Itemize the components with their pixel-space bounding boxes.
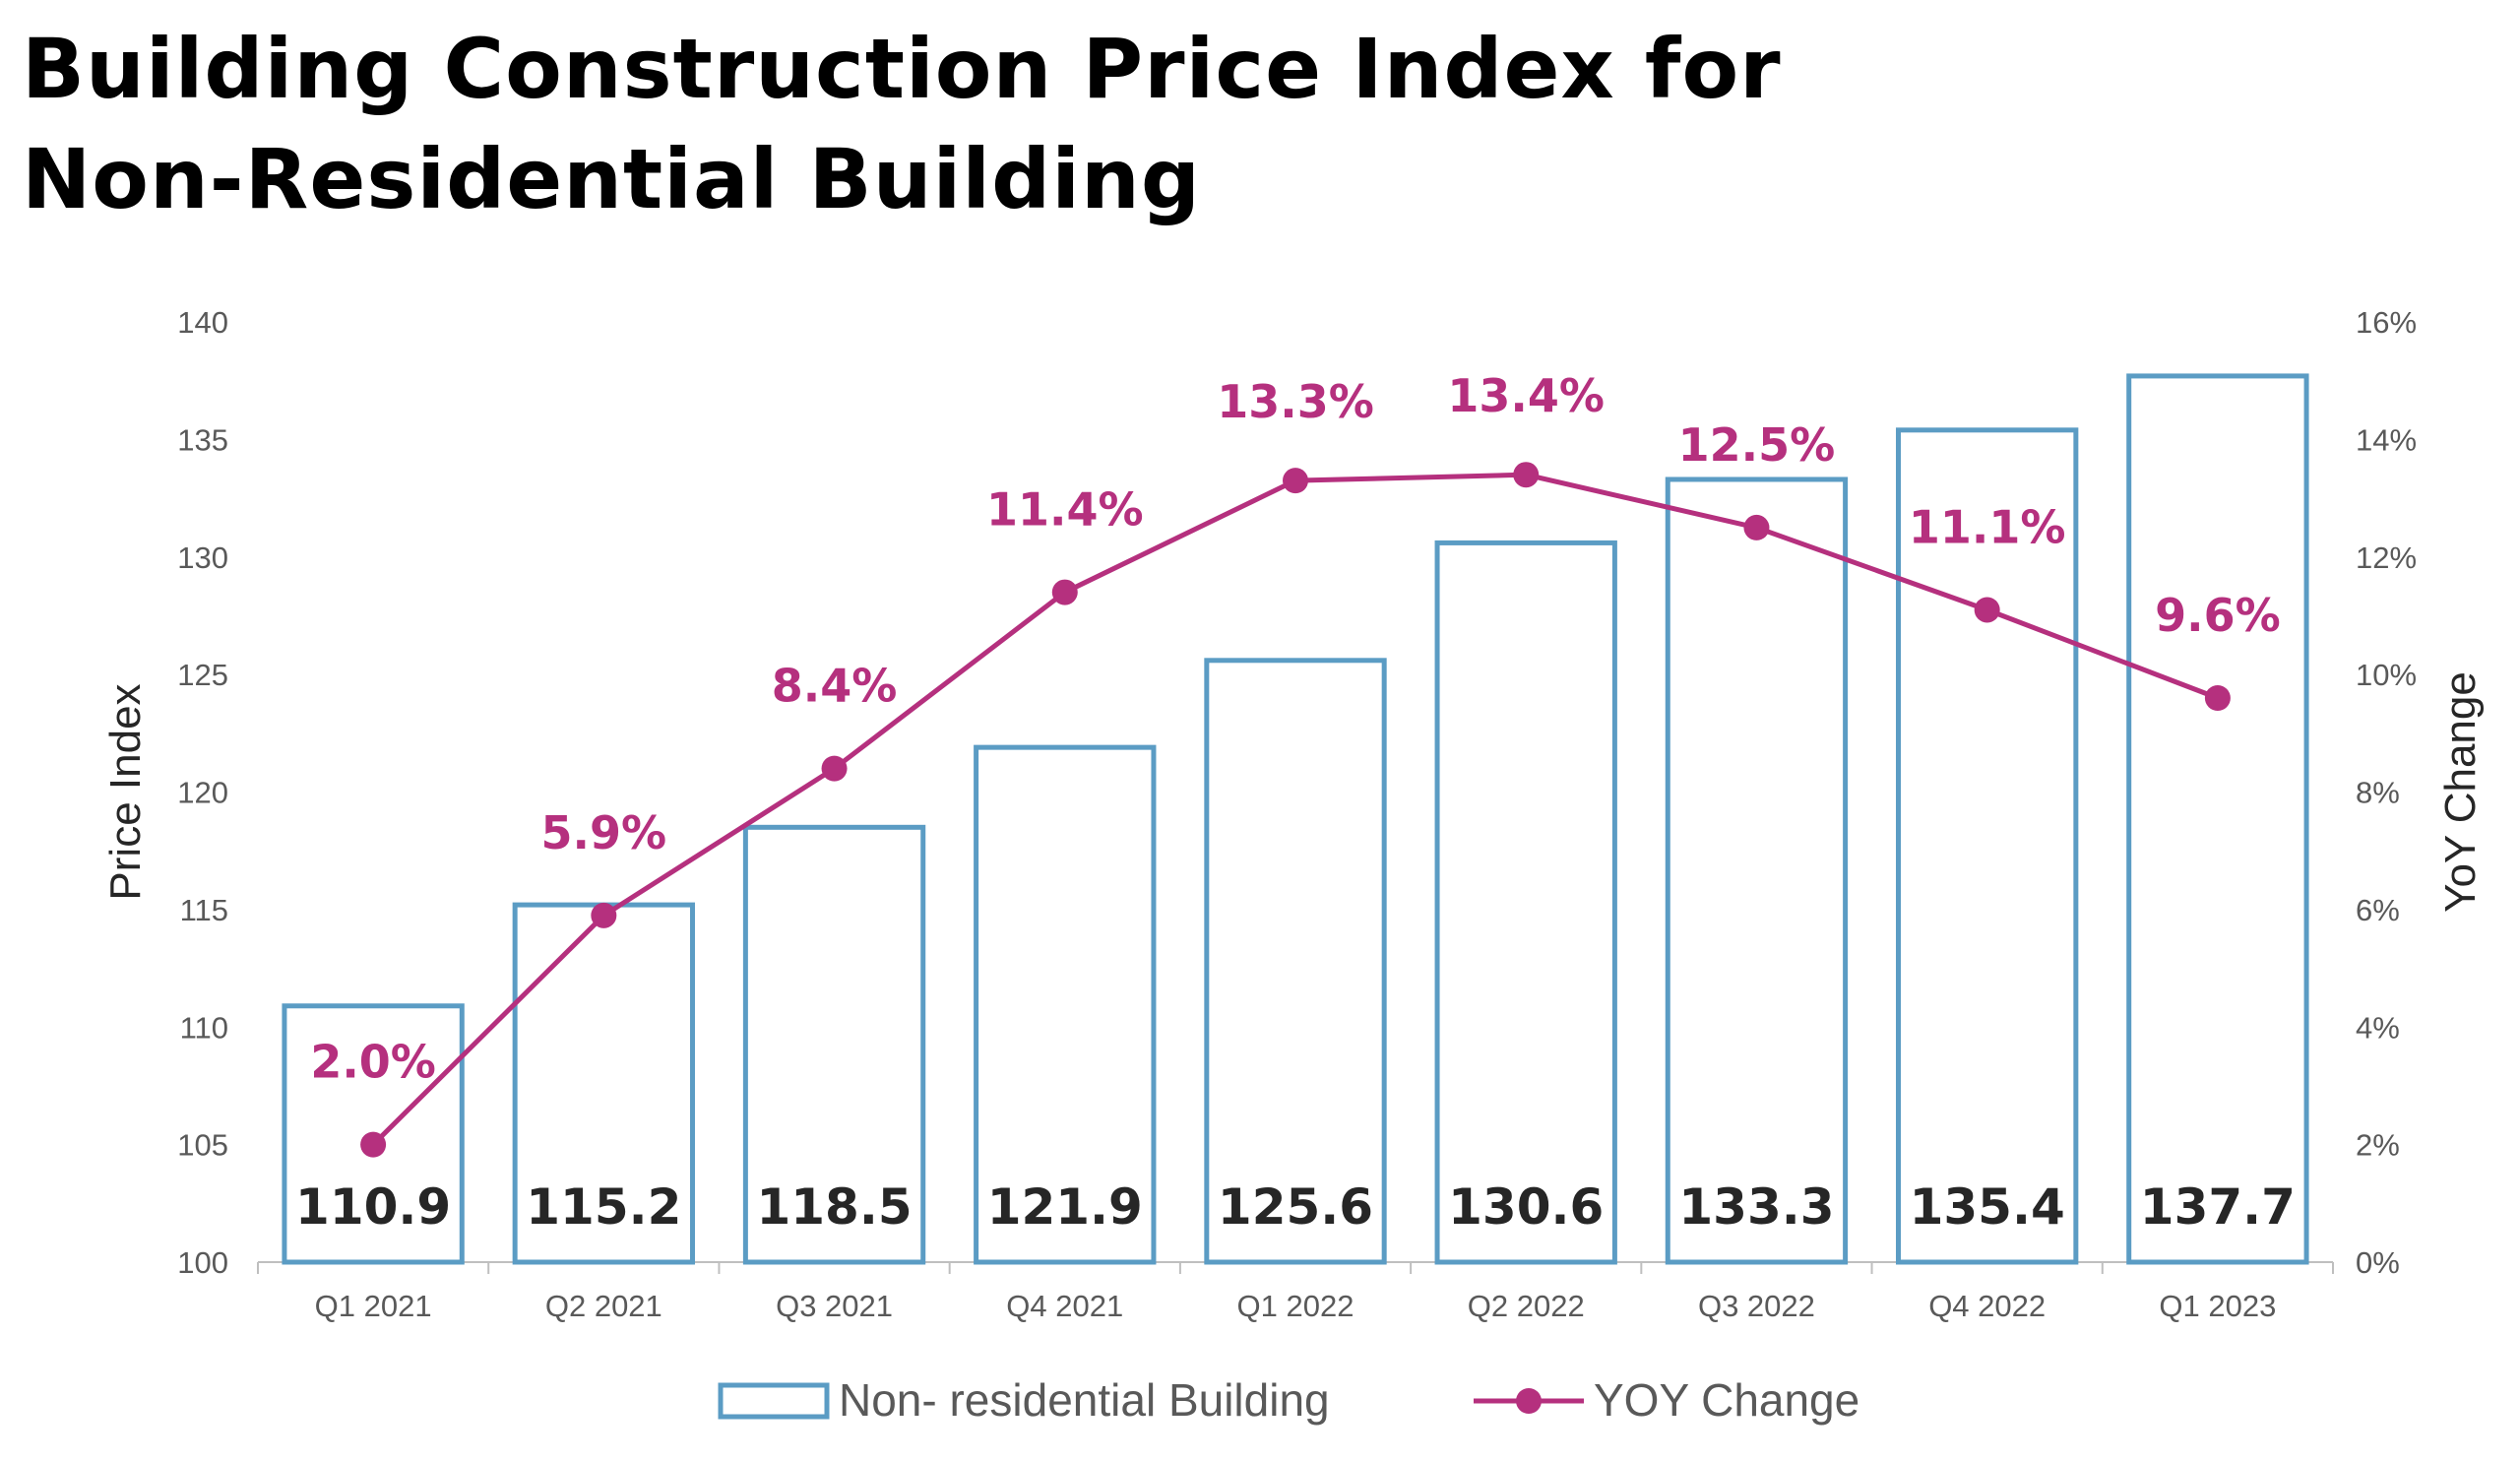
bar-series: 110.9 115.2 118.5 121.9 125.6 130.6 133.3 135.4…: [282, 373, 2309, 1265]
right-tick-label: 2%: [2356, 1128, 2400, 1163]
bar: [974, 744, 1157, 1265]
yoy-value-label: 13.4%: [1447, 369, 1605, 422]
bar: [1434, 540, 1617, 1265]
x-tick-label: Q3 2022: [1698, 1289, 1815, 1323]
left-tick-label: 140: [177, 305, 228, 340]
yoy-value-label: 2.0%: [310, 1036, 436, 1089]
left-tick-label: 115: [180, 893, 228, 927]
left-tick-label: 105: [177, 1128, 228, 1163]
yoy-point: [591, 902, 617, 928]
legend-bar-swatch: [718, 1382, 830, 1420]
bar-value-label: 110.9: [295, 1178, 451, 1236]
right-tick-label: 10%: [2356, 658, 2417, 692]
legend-bar-label: Non- residential Building: [839, 1374, 1330, 1426]
x-tick-label: Q1 2023: [2159, 1289, 2276, 1323]
bar-value-label: 125.6: [1218, 1178, 1373, 1236]
right-tick-label: 14%: [2356, 422, 2417, 457]
yoy-point: [1974, 597, 2000, 623]
bar: [742, 824, 926, 1265]
x-tick-label: Q2 2022: [1468, 1289, 1585, 1323]
yoy-value-label: 13.3%: [1217, 375, 1374, 428]
yoy-point: [360, 1131, 387, 1158]
yoy-value-label: 9.6%: [2155, 589, 2281, 642]
left-tick-label: 125: [177, 658, 228, 692]
yoy-line-series: 2.0% 5.9% 8.4% 11.4% 13.3% 13.4% 12.5% 11.1% 9.6…: [310, 369, 2281, 1158]
chart-title-line-2: Non-Residential Building: [22, 131, 1201, 227]
yoy-value-label: 11.4%: [986, 483, 1144, 537]
yoy-value-label: 5.9%: [541, 806, 667, 859]
left-tick-label: 110: [180, 1010, 228, 1045]
yoy-value-label: 8.4%: [772, 660, 898, 713]
right-axis-title: YoY Change: [2436, 671, 2485, 913]
yoy-point: [1513, 462, 1540, 488]
yoy-point: [821, 755, 848, 782]
bar-value-label: 135.4: [1910, 1178, 2065, 1236]
right-tick-label: 16%: [2356, 305, 2417, 340]
yoy-point: [1743, 514, 1770, 540]
bar-value-label: 121.9: [987, 1178, 1143, 1236]
right-tick-label: 8%: [2356, 776, 2400, 810]
left-y-axis: 100 105 110 115 120 125 130 135 140 Price Index: [101, 305, 228, 1280]
bar-value-label: 130.6: [1448, 1178, 1604, 1236]
bar: [1665, 476, 1849, 1265]
bar-value-label: 118.5: [756, 1178, 912, 1236]
x-axis: Q1 2021 Q2 2021 Q3 2021 Q4 2021 Q1 2022 Q2 20…: [257, 1261, 2334, 1323]
right-tick-label: 4%: [2356, 1010, 2400, 1045]
yoy-point: [1051, 579, 1078, 605]
legend: Non- residential Building YOY Change: [718, 1374, 1859, 1426]
left-tick-label: 120: [177, 776, 228, 810]
left-tick-label: 130: [177, 540, 228, 575]
chart-title: Building Construction Price Index for No…: [22, 14, 2384, 234]
bar: [512, 902, 696, 1265]
legend-line-marker: [1516, 1388, 1542, 1414]
yoy-point: [2204, 685, 2231, 711]
yoy-value-label: 11.1%: [1909, 500, 2066, 553]
x-tick-label: Q2 2021: [545, 1289, 662, 1323]
bar-value-label: 115.2: [526, 1178, 681, 1236]
legend-line-label: YOY Change: [1594, 1374, 1859, 1426]
x-tick-label: Q1 2022: [1237, 1289, 1354, 1323]
bar: [2126, 373, 2309, 1265]
bar-value-label: 133.3: [1678, 1178, 1834, 1236]
right-tick-label: 0%: [2356, 1245, 2400, 1280]
yoy-point: [1283, 468, 1308, 494]
left-tick-label: 135: [177, 422, 228, 457]
bar: [1204, 658, 1387, 1265]
x-tick-label: Q3 2021: [776, 1289, 893, 1323]
right-tick-label: 6%: [2356, 893, 2400, 927]
yoy-value-label: 12.5%: [1678, 418, 1836, 472]
left-axis-title: Price Index: [101, 683, 150, 900]
bar-value-label: 137.7: [2140, 1178, 2296, 1236]
chart-title-line-1: Building Construction Price Index for: [22, 21, 1782, 117]
x-tick-label: Q4 2022: [1928, 1289, 2046, 1323]
left-tick-label: 100: [177, 1245, 228, 1280]
bar: [1895, 427, 2079, 1265]
x-tick-label: Q1 2021: [315, 1289, 432, 1323]
right-y-axis: 0% 2% 4% 6% 8% 10% 12% 14% 16% YoY Change: [2356, 305, 2485, 1280]
right-tick-label: 12%: [2356, 540, 2417, 575]
x-tick-label: Q4 2021: [1006, 1289, 1123, 1323]
